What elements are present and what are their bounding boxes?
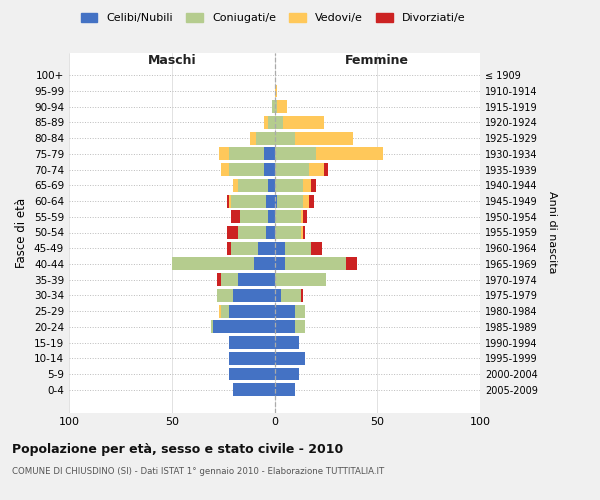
Bar [238,179,268,192]
Bar [311,242,322,254]
Bar [256,132,275,144]
Bar [324,163,328,176]
Bar [227,226,238,239]
Bar [303,226,305,239]
Bar [172,258,254,270]
Bar [275,84,277,98]
Bar [316,148,383,160]
Bar [275,163,310,176]
Bar [275,194,277,207]
Bar [213,320,275,334]
Bar [268,210,275,223]
Bar [303,210,307,223]
Bar [275,148,316,160]
Bar [301,226,303,239]
Bar [275,258,285,270]
Bar [254,258,275,270]
Bar [275,100,277,113]
Bar [275,242,285,254]
Bar [264,148,275,160]
Bar [232,210,239,223]
Bar [229,163,264,176]
Bar [229,304,275,318]
Bar [229,336,275,349]
Bar [301,289,303,302]
Bar [310,163,324,176]
Bar [275,226,301,239]
Bar [295,320,305,334]
Bar [275,320,295,334]
Bar [275,132,295,144]
Bar [303,179,311,192]
Bar [264,116,268,129]
Bar [272,100,275,113]
Text: Popolazione per età, sesso e stato civile - 2010: Popolazione per età, sesso e stato civil… [12,442,343,456]
Bar [233,383,275,396]
Bar [275,179,303,192]
Bar [295,132,353,144]
Bar [229,194,232,207]
Bar [285,242,311,254]
Bar [268,116,275,129]
Bar [217,289,233,302]
Bar [227,194,229,207]
Bar [275,336,299,349]
Bar [219,304,221,318]
Bar [211,320,213,334]
Bar [221,273,238,286]
Bar [221,304,229,318]
Bar [233,289,275,302]
Bar [275,116,283,129]
Bar [232,242,258,254]
Bar [275,289,281,302]
Bar [275,304,295,318]
Bar [266,226,275,239]
Bar [227,242,232,254]
Bar [275,383,295,396]
Bar [268,179,275,192]
Bar [221,163,229,176]
Bar [238,273,275,286]
Bar [303,194,310,207]
Bar [239,210,268,223]
Bar [285,258,346,270]
Bar [295,304,305,318]
Bar [233,179,238,192]
Bar [275,273,326,286]
Bar [219,148,229,160]
Bar [250,132,256,144]
Bar [275,368,299,380]
Text: Femmine: Femmine [345,54,409,66]
Bar [275,210,301,223]
Text: Maschi: Maschi [148,54,196,66]
Bar [301,210,303,223]
Bar [277,194,303,207]
Bar [232,194,266,207]
Bar [217,273,221,286]
Bar [229,368,275,380]
Bar [310,194,314,207]
Bar [229,148,264,160]
Bar [277,100,287,113]
Bar [311,179,316,192]
Bar [275,352,305,364]
Text: COMUNE DI CHIUSDINO (SI) - Dati ISTAT 1° gennaio 2010 - Elaborazione TUTTITALIA.: COMUNE DI CHIUSDINO (SI) - Dati ISTAT 1°… [12,468,384,476]
Bar [266,194,275,207]
Bar [238,226,266,239]
Bar [264,163,275,176]
Bar [346,258,356,270]
Legend: Celibi/Nubili, Coniugati/e, Vedovi/e, Divorziati/e: Celibi/Nubili, Coniugati/e, Vedovi/e, Di… [76,8,470,28]
Bar [281,289,301,302]
Bar [283,116,324,129]
Y-axis label: Anni di nascita: Anni di nascita [547,191,557,274]
Bar [229,352,275,364]
Y-axis label: Fasce di età: Fasce di età [16,198,28,268]
Bar [258,242,275,254]
